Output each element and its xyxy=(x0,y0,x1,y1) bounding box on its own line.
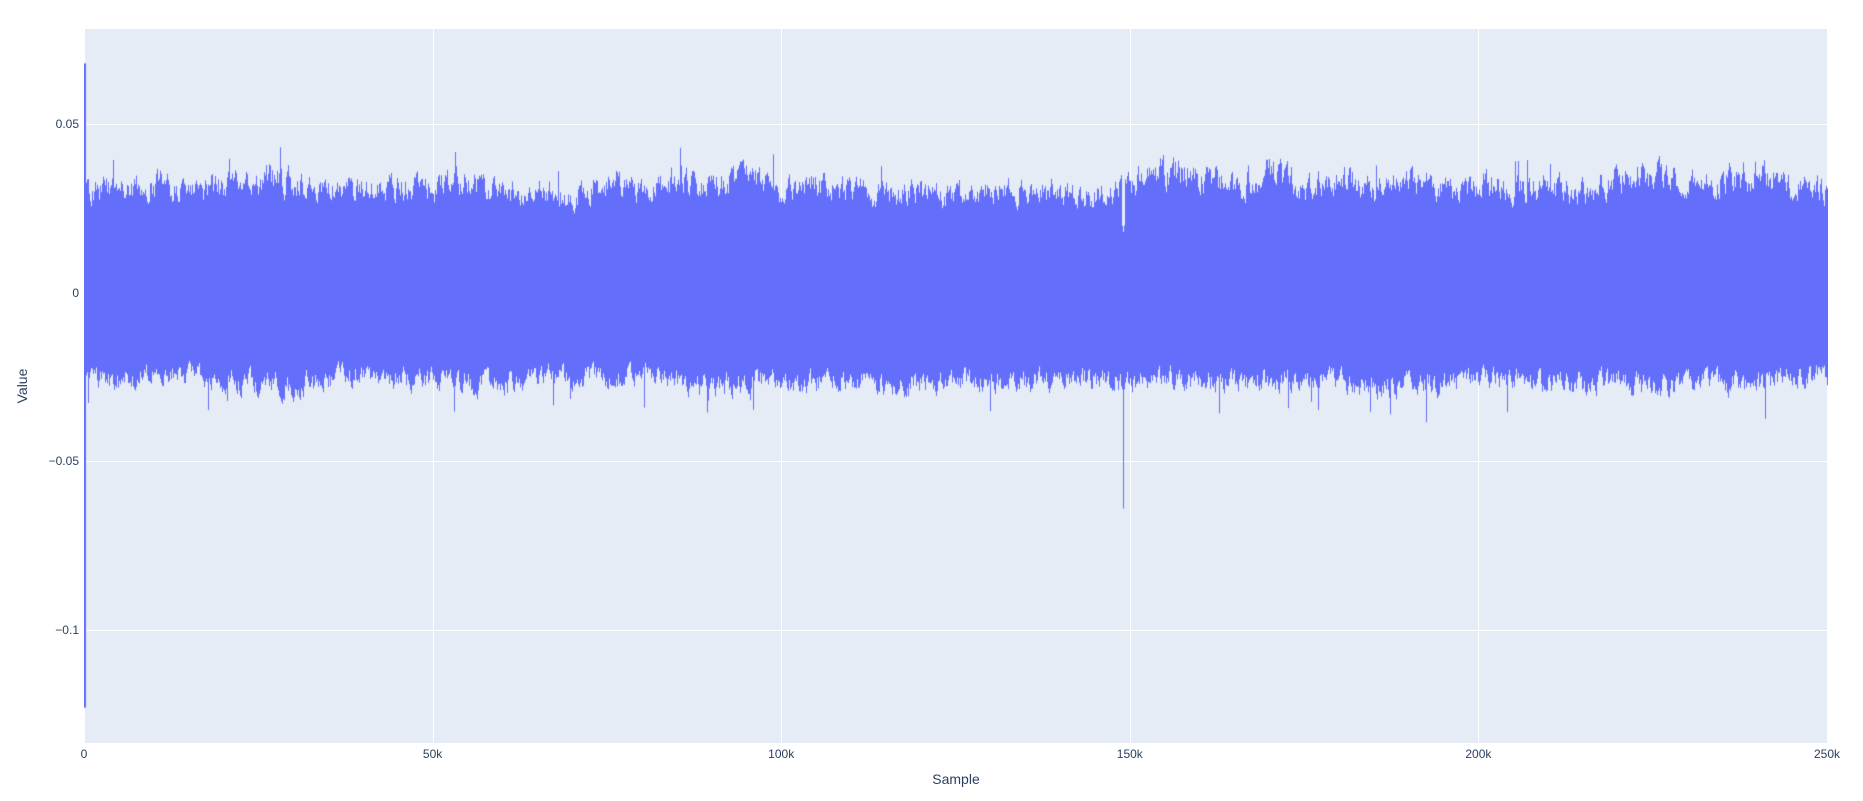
x-axis-title: Sample xyxy=(932,771,980,787)
x-tick-label: 150k xyxy=(1116,747,1143,761)
x-tick-label: 50k xyxy=(422,747,443,761)
waveform-trace[interactable] xyxy=(84,29,1828,743)
y-tick-label: 0.05 xyxy=(55,117,79,132)
x-tick-label: 250k xyxy=(1813,747,1841,761)
y-axis-title: Value xyxy=(14,368,30,404)
y-tick-label: −0.1 xyxy=(55,623,79,637)
plot-area[interactable] xyxy=(84,29,1828,743)
y-tick-label: 0 xyxy=(72,285,79,300)
x-tick-label: 0 xyxy=(80,747,88,761)
x-tick-label: 200k xyxy=(1465,747,1492,761)
y-tick-label: −0.05 xyxy=(48,454,79,469)
x-tick-label: 100k xyxy=(768,747,795,761)
